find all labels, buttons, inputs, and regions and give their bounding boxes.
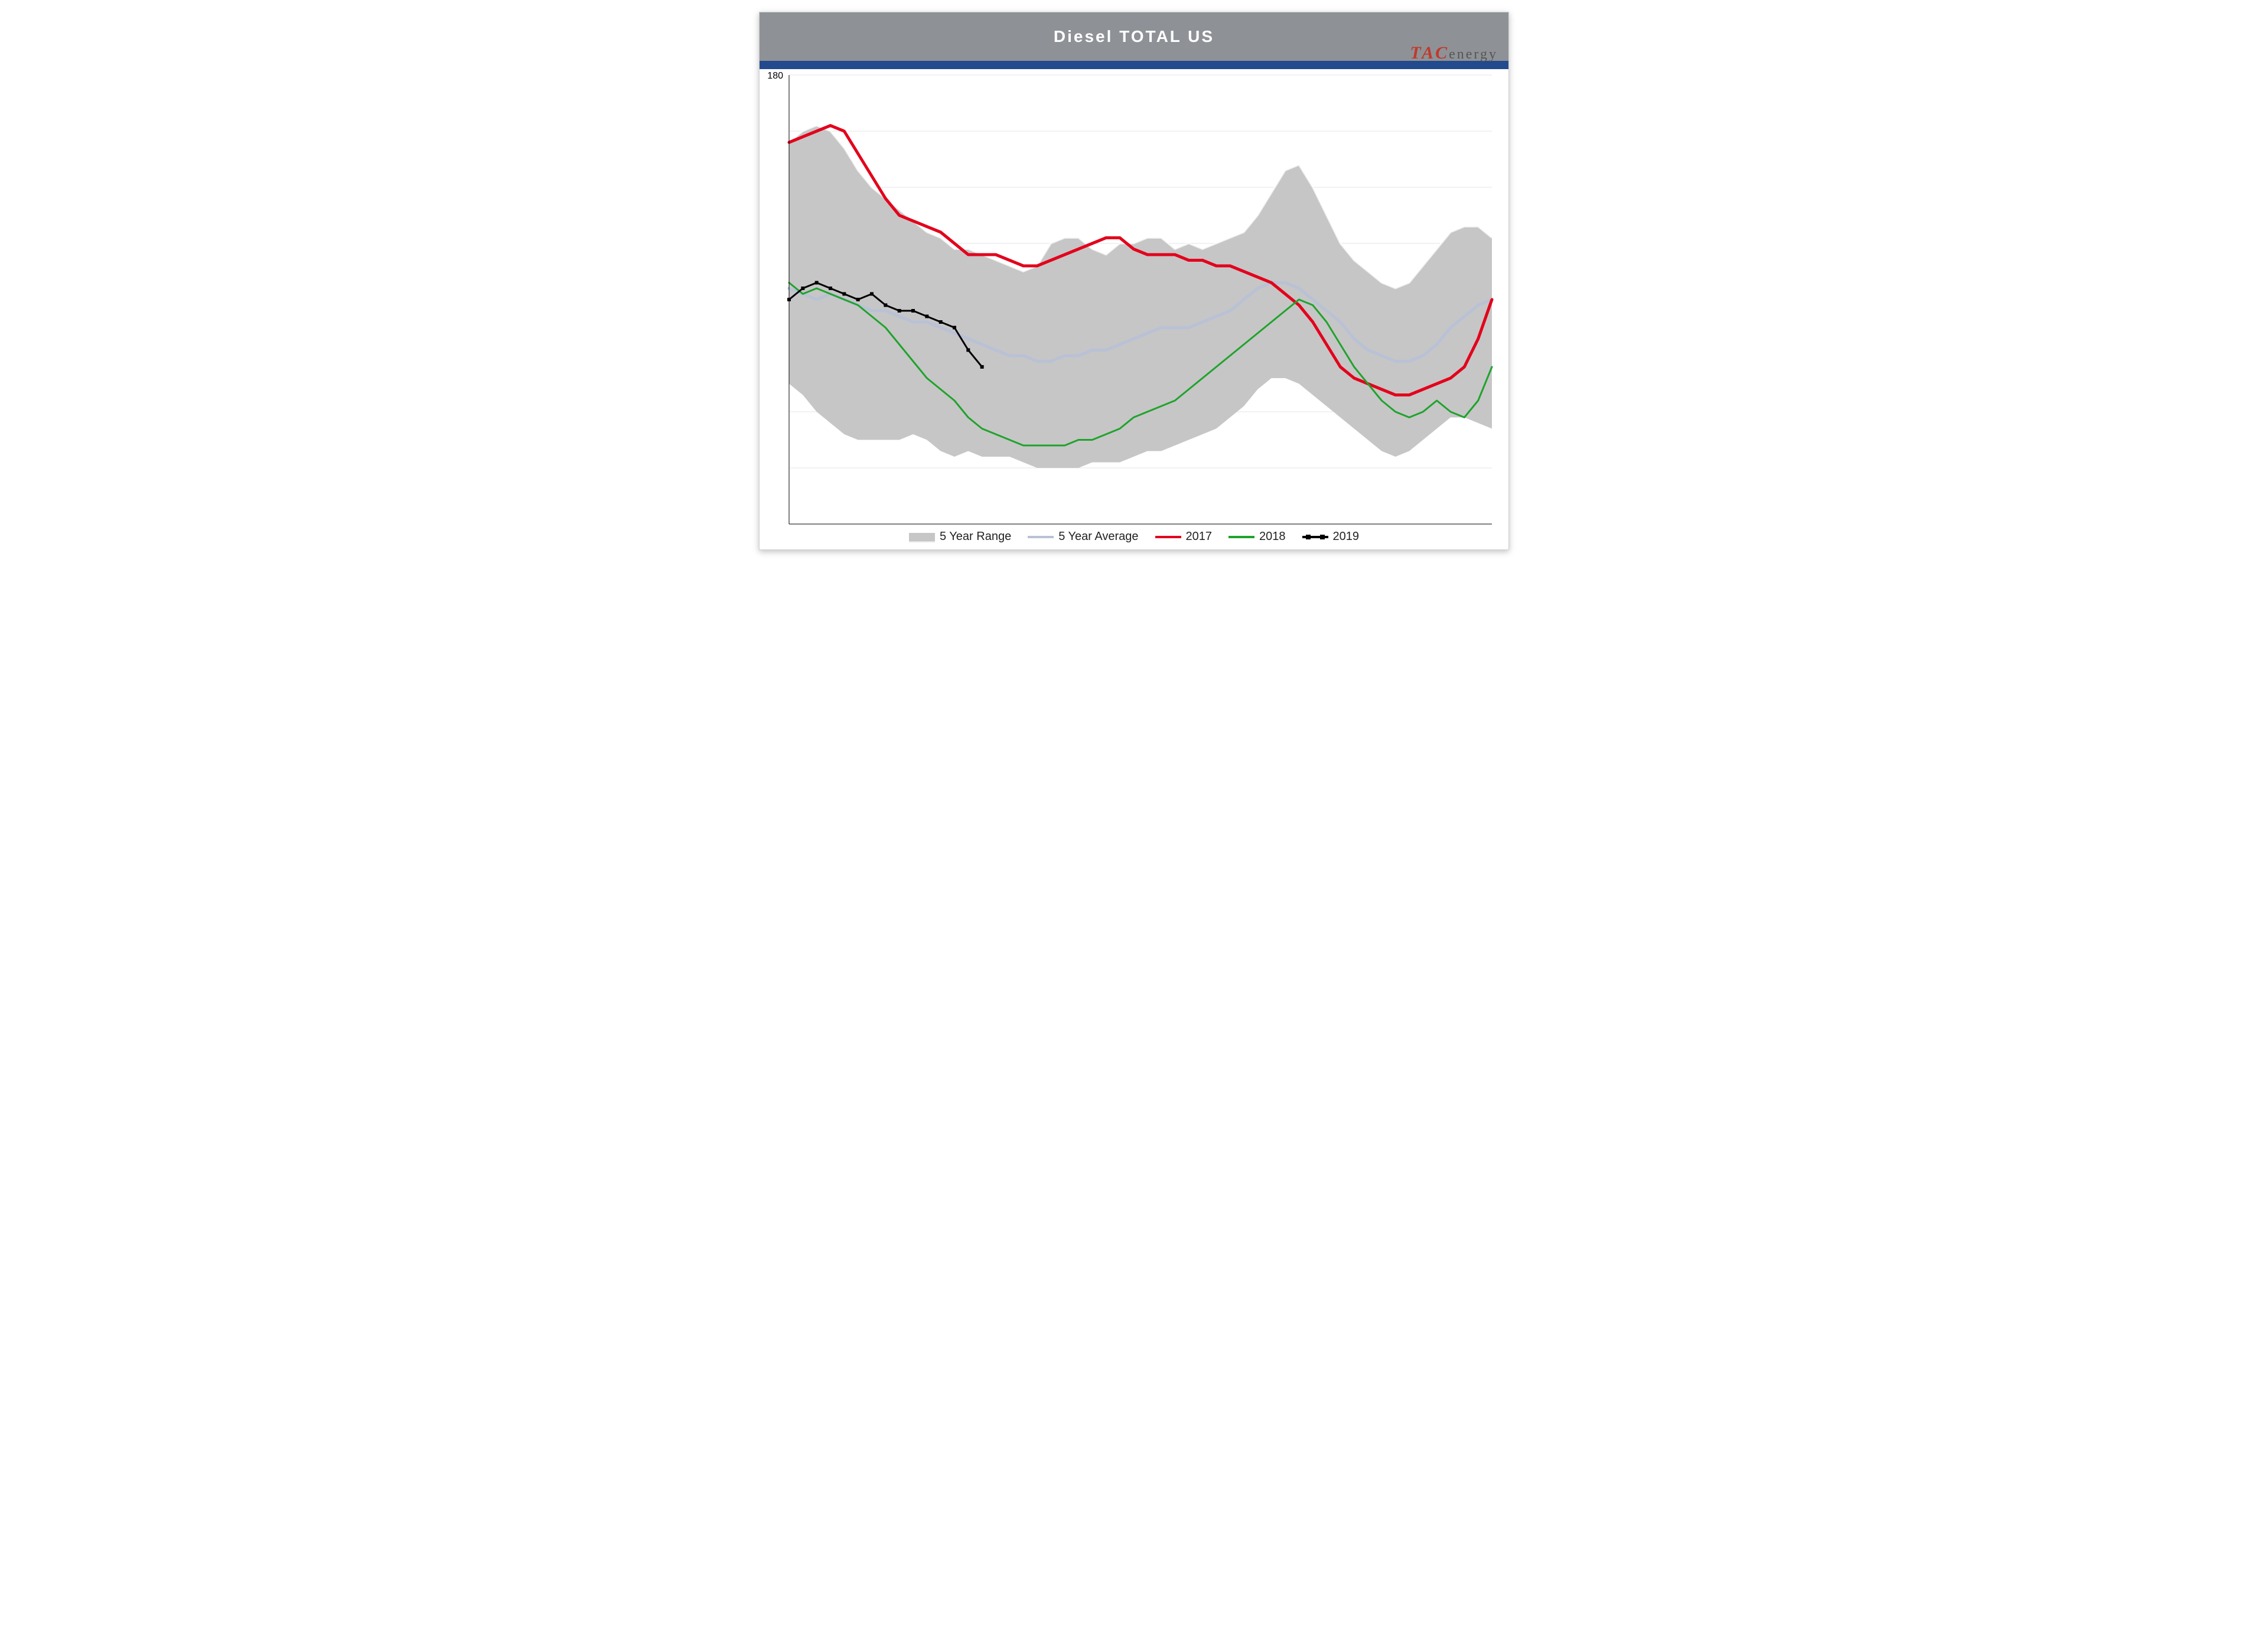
chart-card: Diesel TOTAL US TAC energy 180 5 Year Ra… bbox=[759, 12, 1509, 550]
marker-2019 bbox=[870, 292, 874, 296]
legend-item-2017: 2017 bbox=[1155, 530, 1213, 544]
marker-2019 bbox=[829, 287, 832, 290]
marker-2019 bbox=[953, 326, 956, 330]
title-bar: Diesel TOTAL US TAC energy bbox=[760, 12, 1508, 61]
legend-swatch bbox=[1228, 536, 1254, 538]
y-tick-label: 180 bbox=[767, 71, 783, 81]
legend-item-2018: 2018 bbox=[1228, 530, 1286, 544]
marker-2019 bbox=[856, 298, 860, 301]
marker-2019 bbox=[925, 315, 928, 318]
marker-2019 bbox=[842, 292, 846, 296]
legend-label: 2019 bbox=[1333, 530, 1360, 544]
marker-2019 bbox=[911, 309, 915, 313]
marker-2019 bbox=[815, 281, 819, 285]
legend-label: 5 Year Average bbox=[1058, 530, 1138, 544]
logo-energy: energy bbox=[1449, 47, 1498, 63]
legend-swatch bbox=[1302, 536, 1328, 538]
logo-tac: TAC bbox=[1410, 43, 1449, 63]
marker-2019 bbox=[980, 365, 984, 369]
line-chart: 180 bbox=[760, 69, 1510, 530]
legend-swatch bbox=[909, 532, 935, 542]
legend-item-2019: 2019 bbox=[1302, 530, 1360, 544]
legend-label: 2017 bbox=[1186, 530, 1213, 544]
marker-2019 bbox=[898, 309, 901, 313]
plot-area: 180 bbox=[760, 69, 1508, 530]
legend-swatch bbox=[1155, 536, 1181, 538]
marker-2019 bbox=[801, 287, 804, 290]
accent-strip bbox=[760, 61, 1508, 69]
legend-label: 5 Year Range bbox=[940, 530, 1011, 544]
marker-2019 bbox=[966, 349, 970, 352]
legend-label: 2018 bbox=[1259, 530, 1286, 544]
legend-swatch bbox=[1028, 536, 1054, 538]
marker-2019 bbox=[939, 320, 943, 324]
chart-title: Diesel TOTAL US bbox=[1054, 27, 1214, 46]
marker-2019 bbox=[884, 304, 887, 307]
legend-item-5-year-range: 5 Year Range bbox=[909, 530, 1011, 544]
legend-item-5-year-average: 5 Year Average bbox=[1028, 530, 1138, 544]
brand-logo: TAC energy bbox=[1410, 43, 1498, 63]
legend: 5 Year Range 5 Year Average 2017 2018 2019 bbox=[760, 530, 1508, 549]
